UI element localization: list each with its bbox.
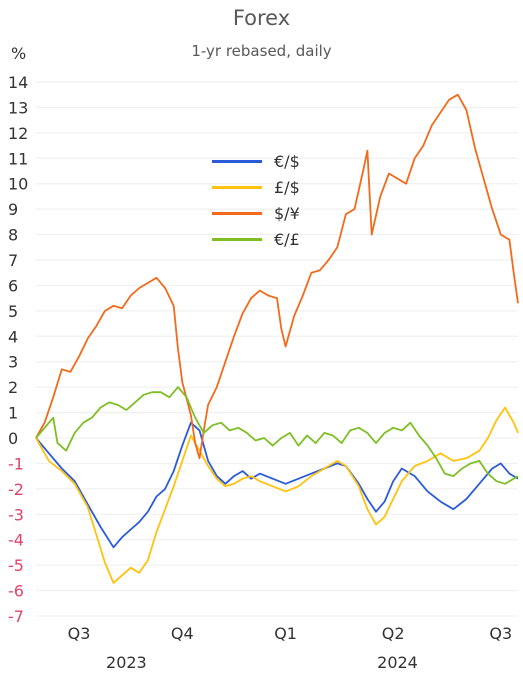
series-line-1 bbox=[35, 406, 519, 584]
y-tick-label: 4 bbox=[8, 327, 18, 346]
legend-item: £/$ bbox=[212, 174, 300, 200]
y-tick-label: 3 bbox=[8, 353, 18, 372]
series-line-0 bbox=[35, 421, 519, 549]
legend-label: €/$ bbox=[274, 151, 300, 171]
y-tick-label: -5 bbox=[8, 556, 24, 575]
y-tick-label: 6 bbox=[8, 276, 18, 295]
y-axis-unit: % bbox=[11, 44, 27, 63]
y-tick-label: 9 bbox=[8, 200, 18, 219]
x-tick-label: Q3 bbox=[489, 624, 512, 643]
y-tick-label: 12 bbox=[8, 124, 28, 143]
legend-swatch bbox=[212, 185, 262, 189]
y-tick-label: 8 bbox=[8, 226, 18, 245]
x-tick-label: Q2 bbox=[382, 624, 405, 643]
y-tick-label: 5 bbox=[8, 302, 18, 321]
y-tick-label: 14 bbox=[8, 73, 28, 92]
legend-label: £/$ bbox=[274, 177, 300, 197]
chart-subtitle: 1-yr rebased, daily bbox=[191, 42, 332, 60]
y-tick-label: 1 bbox=[8, 404, 18, 423]
y-tick-label: 11 bbox=[8, 149, 28, 168]
legend-item: €/£ bbox=[212, 226, 300, 252]
legend-item: €/$ bbox=[212, 148, 300, 174]
y-tick-label: 10 bbox=[8, 175, 28, 194]
y-tick-label: 0 bbox=[8, 429, 18, 448]
y-tick-label: 7 bbox=[8, 251, 18, 270]
y-tick-label: -3 bbox=[8, 505, 24, 524]
y-tick-label: -4 bbox=[8, 531, 24, 550]
legend-label: $/¥ bbox=[274, 203, 300, 223]
y-tick-label: -6 bbox=[8, 582, 24, 601]
x-tick-label: Q1 bbox=[274, 624, 297, 643]
x-year-label: 2024 bbox=[377, 653, 418, 672]
legend-label: €/£ bbox=[274, 229, 300, 249]
series-line-2 bbox=[35, 93, 519, 460]
y-tick-label: -7 bbox=[8, 607, 24, 626]
chart-legend: €/$ £/$ $/¥ €/£ bbox=[212, 148, 300, 252]
x-tick-label: Q3 bbox=[68, 624, 91, 643]
y-tick-label: 13 bbox=[8, 98, 28, 117]
legend-item: $/¥ bbox=[212, 200, 300, 226]
y-tick-label: -2 bbox=[8, 480, 24, 499]
legend-swatch bbox=[212, 211, 262, 215]
x-tick-label: Q4 bbox=[171, 624, 194, 643]
x-year-label: 2023 bbox=[106, 653, 147, 672]
y-tick-label: 2 bbox=[8, 378, 18, 397]
legend-swatch bbox=[212, 159, 262, 163]
series-line-3 bbox=[35, 386, 519, 485]
chart-title: Forex bbox=[232, 6, 291, 30]
y-tick-label: -1 bbox=[8, 454, 24, 473]
legend-swatch bbox=[212, 237, 262, 241]
